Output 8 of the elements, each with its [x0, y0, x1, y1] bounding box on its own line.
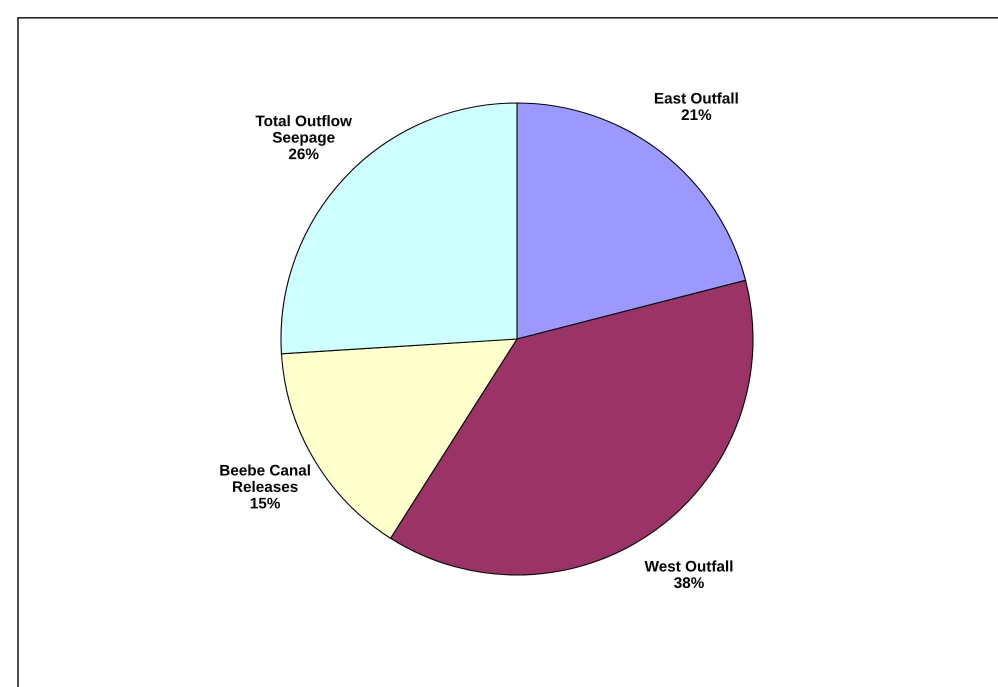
data-label: 15% — [250, 498, 280, 509]
data-label: 38% — [674, 577, 704, 588]
slice-label: Beebe Canal Releases — [220, 464, 310, 492]
data-label: 21% — [682, 109, 712, 120]
slice-label: West Outfall — [644, 560, 732, 572]
slice-label: Total Outflow Seepage — [256, 115, 352, 146]
data-label: 26% — [288, 148, 319, 160]
slice-label: East Outfall — [654, 92, 738, 104]
